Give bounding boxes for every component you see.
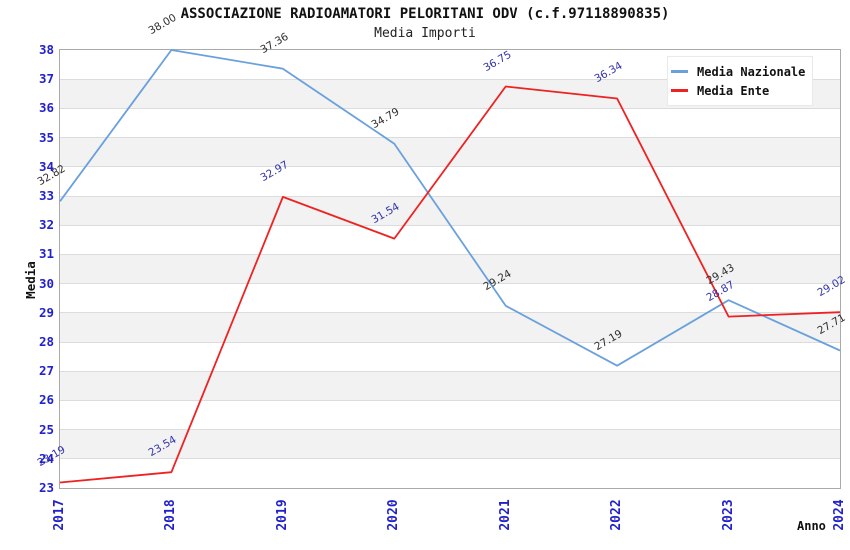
x-tick-label: 2017 xyxy=(52,499,67,531)
grid-line xyxy=(60,312,840,314)
series-line-media-nazionale xyxy=(59,49,841,367)
grid-line xyxy=(60,399,840,401)
x-tick-label: 2023 xyxy=(720,499,736,531)
x-tick-label: 2022 xyxy=(609,499,625,531)
grid-line xyxy=(60,195,840,197)
x-tick-label: 2018 xyxy=(163,499,179,531)
y-tick-label: 38 xyxy=(38,42,54,57)
legend-item-media-nazionale: Media Nazionale xyxy=(671,62,812,81)
series-lines xyxy=(59,49,841,484)
x-tick-label: 2019 xyxy=(274,499,290,531)
y-tick-label: 28 xyxy=(38,334,54,349)
background-band xyxy=(60,312,840,342)
chart-subtitle: Media Importi xyxy=(374,26,476,41)
y-tick-label: 34 xyxy=(38,158,54,174)
background-band xyxy=(60,371,840,401)
chart-title: ASSOCIAZIONE RADIOAMATORI PELORITANI ODV… xyxy=(180,6,670,22)
grid-line xyxy=(60,429,840,431)
background-band xyxy=(60,196,840,226)
x-tick-label: 2020 xyxy=(386,499,402,531)
y-tick-label: 33 xyxy=(38,188,54,203)
y-tick-label: 29 xyxy=(38,304,54,320)
grid-line xyxy=(60,253,840,255)
y-tick-label: 23 xyxy=(38,480,54,495)
grid-line xyxy=(60,341,840,343)
legend-label-media-ente: Media Ente xyxy=(697,83,770,98)
legend-item-media-ente: Media Ente xyxy=(671,81,812,100)
y-tick-label: 30 xyxy=(38,275,54,291)
y-tick-label: 32 xyxy=(38,217,54,233)
y-tick-label: 26 xyxy=(38,392,54,408)
grid-line xyxy=(60,107,840,109)
legend-swatch-media-ente xyxy=(671,89,688,92)
y-tick-label: 37 xyxy=(38,71,54,87)
grid-line xyxy=(60,166,840,168)
y-tick-label: 35 xyxy=(38,129,54,145)
x-axis-title: Anno xyxy=(797,519,826,533)
x-tick-label: 2024 xyxy=(832,499,847,531)
background-band xyxy=(60,429,840,459)
series-line-media-ente xyxy=(59,85,841,484)
plot-area: 32.82 38.00 37.36 34.79 29.24 27.19 29.43 27.71… xyxy=(36,12,848,489)
grid-line xyxy=(60,283,840,285)
legend-label-media-nazionale: Media Nazionale xyxy=(697,64,806,79)
grid-line xyxy=(60,78,840,80)
y-tick-label: 27 xyxy=(38,363,54,379)
grid-line xyxy=(60,137,840,139)
x-tick-label: 2021 xyxy=(497,499,513,531)
grid-line xyxy=(60,458,840,460)
y-tick-label: 25 xyxy=(38,421,54,437)
y-tick-label: 24 xyxy=(38,450,54,466)
legend: Media Nazionale Media Ente xyxy=(667,56,813,106)
grid-line xyxy=(60,370,840,372)
y-tick-label: 36 xyxy=(38,100,54,116)
legend-swatch-media-nazionale xyxy=(671,70,688,73)
y-tick-label: 31 xyxy=(38,246,54,262)
